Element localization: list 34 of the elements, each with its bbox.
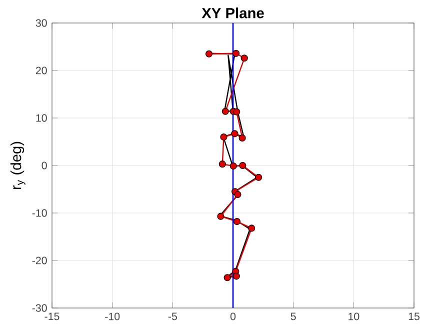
y-axis-title: r$_{y}$ (deg) xyxy=(10,142,26,190)
x-tick-label: 10 xyxy=(348,312,360,320)
point xyxy=(224,274,231,282)
point xyxy=(230,162,237,170)
point xyxy=(232,272,240,280)
y-tick-label: 0 xyxy=(42,162,47,170)
x-tick-label: -15 xyxy=(44,312,60,320)
y-tick-label: 30 xyxy=(36,19,47,27)
y-tick-label: -30 xyxy=(32,304,47,312)
y-tick-label: 20 xyxy=(36,66,47,74)
point xyxy=(218,160,226,168)
x-tick-label: -5 xyxy=(168,312,177,320)
chart-title: XY Plane xyxy=(202,8,264,18)
point xyxy=(233,218,241,226)
y-tick-label: -10 xyxy=(32,209,47,217)
x-tick-label: 15 xyxy=(408,312,420,320)
point xyxy=(232,50,240,57)
point xyxy=(217,212,224,220)
x-tick-label: -10 xyxy=(105,312,120,320)
y-tick-label: -20 xyxy=(32,256,47,264)
point xyxy=(238,134,246,142)
point xyxy=(239,162,246,170)
point xyxy=(240,54,248,62)
point xyxy=(231,130,238,138)
point xyxy=(248,224,256,232)
point xyxy=(205,50,213,58)
x-tick-label: 0 xyxy=(230,312,236,320)
point xyxy=(222,108,229,115)
y-tick-label: 10 xyxy=(36,114,47,122)
x-tick-label: 5 xyxy=(290,312,296,320)
point xyxy=(234,190,242,198)
point xyxy=(255,174,262,181)
point xyxy=(233,108,240,116)
point xyxy=(220,133,228,141)
